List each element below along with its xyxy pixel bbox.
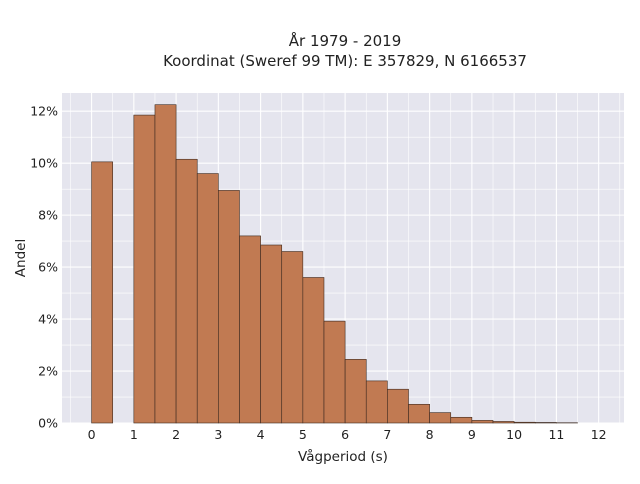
histogram-bar (535, 422, 556, 423)
histogram-bar (451, 417, 472, 423)
y-tick-label: 6% (38, 260, 58, 275)
histogram-bar (303, 277, 324, 423)
y-axis-label: Andel (13, 239, 29, 277)
histogram-bar (197, 174, 218, 423)
histogram-bar (218, 190, 239, 423)
x-tick-label: 4 (257, 427, 265, 442)
y-tick-label: 4% (38, 312, 58, 327)
y-tick-label: 10% (30, 156, 58, 171)
histogram-bar (366, 381, 387, 423)
histogram-bar (261, 245, 282, 423)
histogram-bar (408, 404, 429, 423)
x-tick-label: 0 (88, 427, 96, 442)
histogram-bar (239, 236, 260, 423)
x-tick-label: 12 (591, 427, 607, 442)
y-tick-label: 12% (30, 104, 58, 119)
x-tick-label: 2 (172, 427, 180, 442)
x-axis-label: Vågperiod (s) (298, 448, 388, 465)
x-tick-label: 1 (130, 427, 138, 442)
histogram-bar (282, 252, 303, 423)
histogram-bar (134, 115, 155, 423)
histogram-bar (514, 422, 535, 423)
y-tick-label: 8% (38, 208, 58, 223)
x-tick-label: 11 (548, 427, 564, 442)
histogram-bar (324, 321, 345, 423)
histogram-bar (493, 421, 514, 423)
x-tick-label: 7 (383, 427, 391, 442)
histogram-bar (387, 389, 408, 423)
x-tick-label: 9 (468, 427, 476, 442)
y-tick-label: 2% (38, 364, 58, 379)
histogram-bar (176, 159, 197, 423)
x-tick-label: 6 (341, 427, 349, 442)
histogram-bar (345, 359, 366, 423)
chart-title-line-2: Koordinat (Sweref 99 TM): E 357829, N 61… (163, 52, 527, 70)
histogram-bar (472, 420, 493, 423)
x-tick-label: 5 (299, 427, 307, 442)
x-tick-label: 10 (506, 427, 522, 442)
histogram-bar (92, 162, 113, 423)
y-tick-label: 0% (38, 416, 58, 431)
x-tick-label: 8 (426, 427, 434, 442)
histogram-bar (155, 105, 176, 423)
histogram-bar (430, 413, 451, 423)
y-tick-labels: 0% 2% 4% 6% 8% 10% 12% (30, 104, 58, 431)
chart-title-line-1: År 1979 - 2019 (289, 31, 402, 50)
x-tick-label: 3 (214, 427, 222, 442)
